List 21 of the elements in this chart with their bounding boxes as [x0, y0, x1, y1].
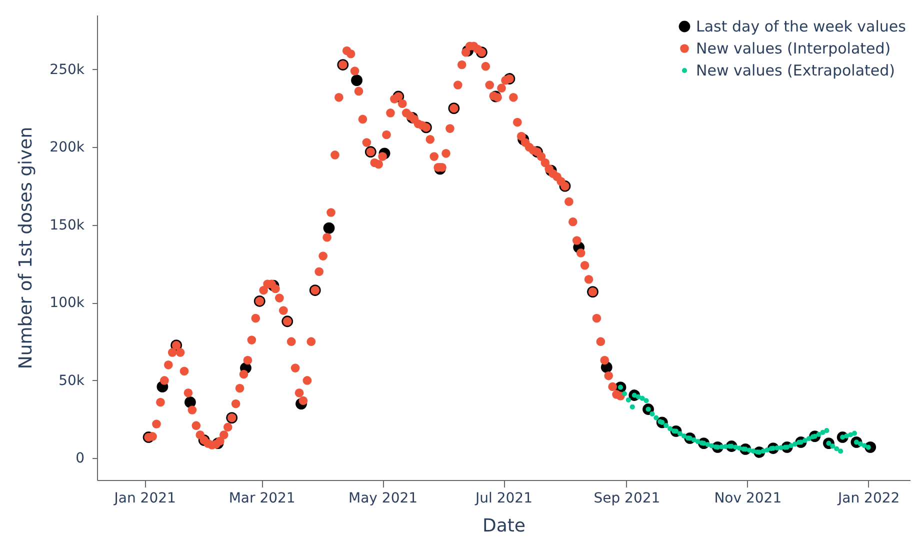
point: [323, 222, 335, 234]
point: [351, 74, 362, 86]
y-tick-label: 0: [76, 450, 84, 467]
y-tick-label: 100k: [50, 295, 86, 312]
x-tick-label: Mar 2021: [228, 490, 296, 506]
x-axis-title: Date: [482, 516, 526, 536]
x-tick-label: May 2021: [348, 490, 418, 506]
x-tick-label: Sep 2021: [594, 490, 660, 506]
point: [184, 396, 196, 408]
y-tick-label: 50k: [58, 372, 86, 389]
x-tick-label: Jul 2021: [474, 490, 532, 506]
y-tick-label: 200k: [50, 140, 86, 156]
legend-label: New values (Interpolated): [696, 40, 891, 58]
legend-label: New values (Extrapolated): [696, 62, 896, 80]
y-tick-label: 250k: [50, 62, 86, 78]
y-axis-title: Number of 1st doses given: [16, 126, 37, 370]
x-tick-label: Jan 2022: [837, 490, 900, 506]
legend-label: Last day of the week values: [696, 18, 906, 36]
y-tick-label: 150k: [50, 217, 86, 234]
x-tick-label: Jan 2021: [113, 490, 176, 506]
x-tick-label: Nov 2021: [714, 490, 782, 506]
